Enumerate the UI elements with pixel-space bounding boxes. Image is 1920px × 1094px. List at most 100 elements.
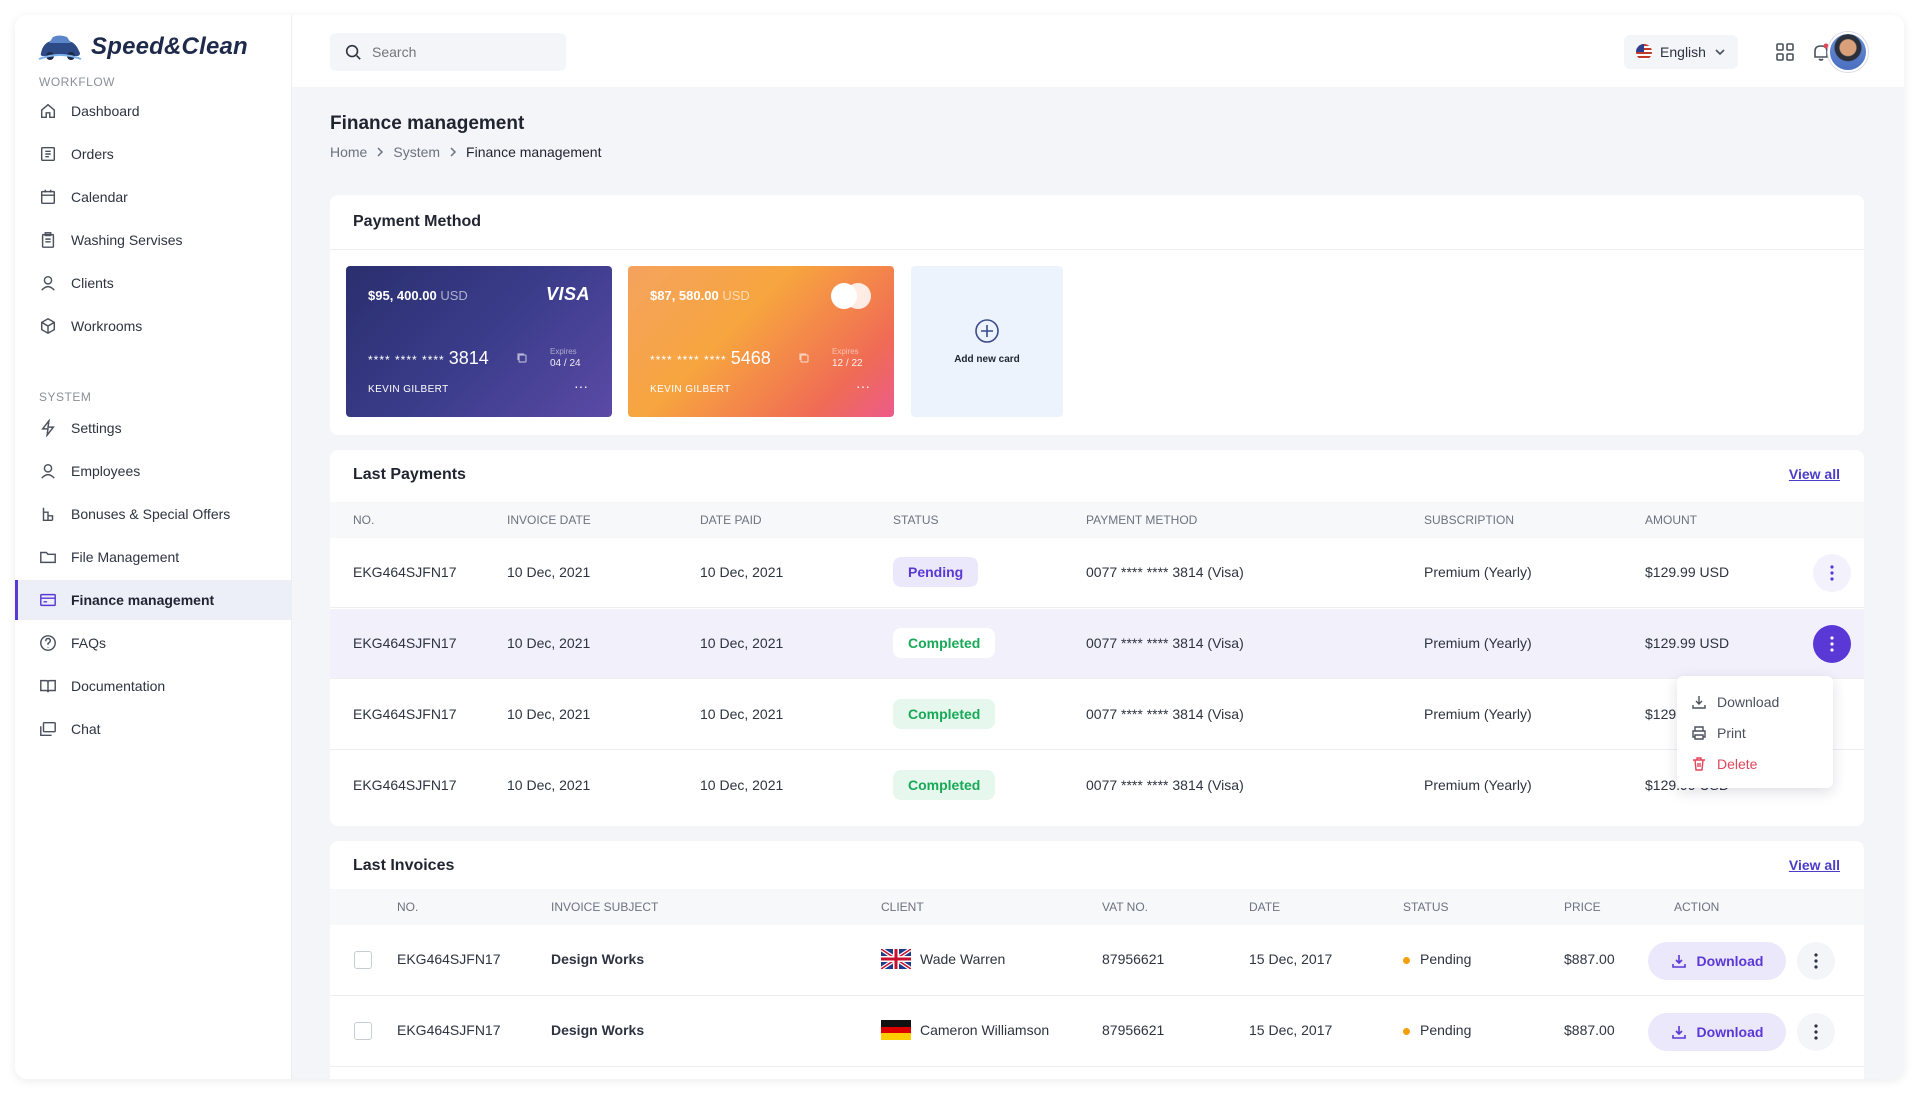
view-all-payments-link[interactable]: View all bbox=[1788, 466, 1840, 482]
mastercard-card[interactable]: $87, 580.00 USD **** **** **** 5468 Expir… bbox=[628, 266, 894, 417]
table-row[interactable]: EKG464SJFN17 Design Works Wade Warren 87… bbox=[330, 925, 1864, 996]
language-selector[interactable]: English bbox=[1624, 35, 1738, 69]
payments-table-header: NO. INVOICE DATE DATE PAID STATUS PAYMEN… bbox=[330, 502, 1864, 538]
column-header[interactable]: INVOICE SUBJECT bbox=[551, 900, 659, 914]
download-button[interactable]: Download bbox=[1648, 1013, 1786, 1051]
breadcrumb-system[interactable]: System bbox=[393, 144, 441, 160]
status-dot bbox=[1403, 956, 1410, 964]
add-new-card-button[interactable]: Add new card bbox=[911, 266, 1063, 417]
sidebar-item-settings[interactable]: Settings bbox=[15, 408, 291, 448]
copy-icon[interactable] bbox=[516, 352, 528, 364]
panel-title: Payment Method bbox=[353, 213, 482, 230]
sidebar-item-workrooms[interactable]: Workrooms bbox=[15, 306, 291, 346]
status-badge: Completed bbox=[893, 628, 996, 658]
invoice-subject: Design Works bbox=[551, 951, 645, 967]
status-badge: Pending bbox=[893, 557, 979, 587]
table-row[interactable]: EKG464SJFN17 10 Dec, 2021 10 Dec, 2021 C… bbox=[330, 609, 1864, 679]
status-text: Pending bbox=[1420, 1022, 1472, 1038]
chat-icon bbox=[40, 721, 56, 737]
column-header[interactable]: DATE bbox=[1249, 900, 1281, 914]
copy-icon[interactable] bbox=[798, 352, 810, 364]
table-row[interactable]: EKG464SJFN17 10 Dec, 2021 10 Dec, 2021 C… bbox=[330, 680, 1864, 750]
sidebar-item-calendar[interactable]: Calendar bbox=[15, 177, 291, 217]
table-row-partial bbox=[330, 1067, 1864, 1079]
column-header[interactable]: STATUS bbox=[1403, 900, 1449, 914]
sidebar-item-clients[interactable]: Clients bbox=[15, 263, 291, 303]
card-last4: 3814 bbox=[448, 348, 489, 368]
column-header[interactable]: PRICE bbox=[1564, 900, 1601, 914]
card-number: **** **** **** 5468 bbox=[650, 348, 771, 369]
card-balance-amount: $87, 580.00 bbox=[650, 288, 719, 303]
column-header[interactable]: PAYMENT METHOD bbox=[1086, 513, 1198, 527]
sidebar-item-bonuses[interactable]: Bonuses & Special Offers bbox=[15, 494, 291, 534]
column-header[interactable]: NO. bbox=[397, 900, 419, 914]
column-header[interactable]: SUBSCRIPTION bbox=[1424, 513, 1515, 527]
table-row[interactable]: EKG464SJFN17 10 Dec, 2021 10 Dec, 2021 C… bbox=[330, 751, 1864, 821]
bell-icon[interactable] bbox=[1810, 41, 1832, 63]
breadcrumb-current: Finance management bbox=[466, 144, 602, 160]
column-header[interactable]: CLIENT bbox=[881, 900, 924, 914]
menu-item-print[interactable]: Print bbox=[1677, 717, 1833, 748]
row-checkbox[interactable] bbox=[354, 951, 372, 969]
car-logo-icon bbox=[38, 35, 82, 60]
menu-item-delete[interactable]: Delete bbox=[1677, 748, 1833, 779]
user-avatar[interactable] bbox=[1828, 32, 1868, 72]
us-flag-icon bbox=[1636, 44, 1653, 60]
clipboard-icon bbox=[41, 232, 55, 248]
column-header[interactable]: VAT NO. bbox=[1102, 900, 1149, 914]
column-header[interactable]: AMOUNT bbox=[1645, 513, 1697, 527]
column-header[interactable]: ACTION bbox=[1674, 900, 1720, 914]
last-invoices-panel: Last Invoices View all NO. INVOICE SUBJE… bbox=[330, 841, 1864, 1079]
column-header[interactable]: NO. bbox=[353, 513, 375, 527]
menu-item-label: Print bbox=[1717, 724, 1746, 741]
status-badge: Completed bbox=[893, 770, 996, 800]
grid-icon[interactable] bbox=[1774, 41, 1796, 63]
cube-icon bbox=[40, 317, 56, 335]
download-icon bbox=[1671, 1026, 1686, 1039]
sidebar-item-orders[interactable]: Orders bbox=[15, 134, 291, 174]
kebab-menu-icon bbox=[1830, 565, 1834, 581]
home-icon bbox=[40, 103, 56, 119]
kebab-menu-icon bbox=[1830, 636, 1834, 652]
sidebar-item-documentation[interactable]: Documentation bbox=[15, 666, 291, 706]
sidebar-item-washing-services[interactable]: Washing Servises bbox=[15, 220, 291, 260]
menu-item-download[interactable]: Download bbox=[1677, 686, 1833, 717]
sidebar-item-label: Washing Servises bbox=[71, 232, 183, 248]
breadcrumb-home[interactable]: Home bbox=[330, 144, 368, 160]
table-row[interactable]: EKG464SJFN17 10 Dec, 2021 10 Dec, 2021 P… bbox=[330, 538, 1864, 608]
download-button[interactable]: Download bbox=[1648, 942, 1786, 980]
table-row[interactable]: EKG464SJFN17 Design Works Cameron Willia… bbox=[330, 996, 1864, 1067]
divider bbox=[330, 249, 1864, 250]
sidebar-item-chat[interactable]: Chat bbox=[15, 709, 291, 749]
row-actions-button[interactable] bbox=[1813, 625, 1851, 663]
search-box[interactable] bbox=[330, 33, 566, 71]
sidebar-item-employees[interactable]: Employees bbox=[15, 451, 291, 491]
invoice-actions-button[interactable] bbox=[1797, 942, 1835, 980]
germany-flag-icon bbox=[881, 1020, 911, 1040]
sidebar-item-label: FAQs bbox=[71, 635, 107, 651]
download-label: Download bbox=[1696, 1024, 1764, 1040]
invoice-no: EKG464SJFN17 bbox=[397, 1022, 501, 1038]
logo[interactable]: Speed&Clean bbox=[37, 31, 248, 63]
sidebar-item-label: Workrooms bbox=[71, 318, 143, 334]
visa-card[interactable]: $95, 400.00 USD VISA **** **** **** 3814 … bbox=[346, 266, 612, 417]
invoice-actions-button[interactable] bbox=[1797, 1013, 1835, 1051]
card-menu-icon[interactable]: ··· bbox=[574, 378, 588, 394]
invoice-date: 15 Dec, 2017 bbox=[1249, 1022, 1333, 1038]
payment-method: 0077 **** **** 3814 (Visa) bbox=[1086, 564, 1244, 580]
column-header[interactable]: DATE PAID bbox=[700, 513, 762, 527]
sidebar-item-finance-management[interactable]: Finance management bbox=[15, 580, 291, 620]
search-input[interactable] bbox=[372, 44, 552, 60]
sidebar-item-faqs[interactable]: FAQs bbox=[15, 623, 291, 663]
top-bar: English bbox=[292, 15, 1904, 87]
column-header[interactable]: STATUS bbox=[893, 513, 939, 527]
view-all-invoices-link[interactable]: View all bbox=[1788, 857, 1840, 873]
row-actions-button[interactable] bbox=[1813, 554, 1851, 592]
status-text: Pending bbox=[1420, 951, 1472, 967]
card-menu-icon[interactable]: ··· bbox=[856, 378, 870, 394]
sidebar-item-dashboard[interactable]: Dashboard bbox=[15, 91, 291, 131]
row-checkbox[interactable] bbox=[354, 1022, 372, 1040]
sidebar-item-file-management[interactable]: File Management bbox=[15, 537, 291, 577]
subscription: Premium (Yearly) bbox=[1424, 777, 1532, 793]
column-header[interactable]: INVOICE DATE bbox=[507, 513, 591, 527]
